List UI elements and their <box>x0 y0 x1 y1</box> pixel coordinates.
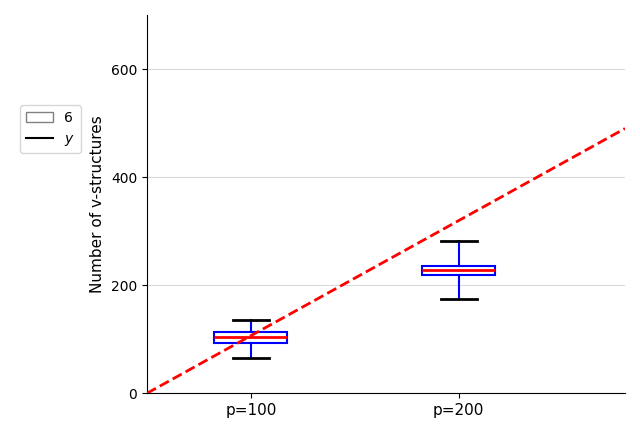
Y-axis label: Number of v-structures: Number of v-structures <box>90 115 106 293</box>
PathPatch shape <box>214 332 287 343</box>
Legend: 6, $y$: 6, $y$ <box>20 105 81 153</box>
PathPatch shape <box>422 266 495 275</box>
